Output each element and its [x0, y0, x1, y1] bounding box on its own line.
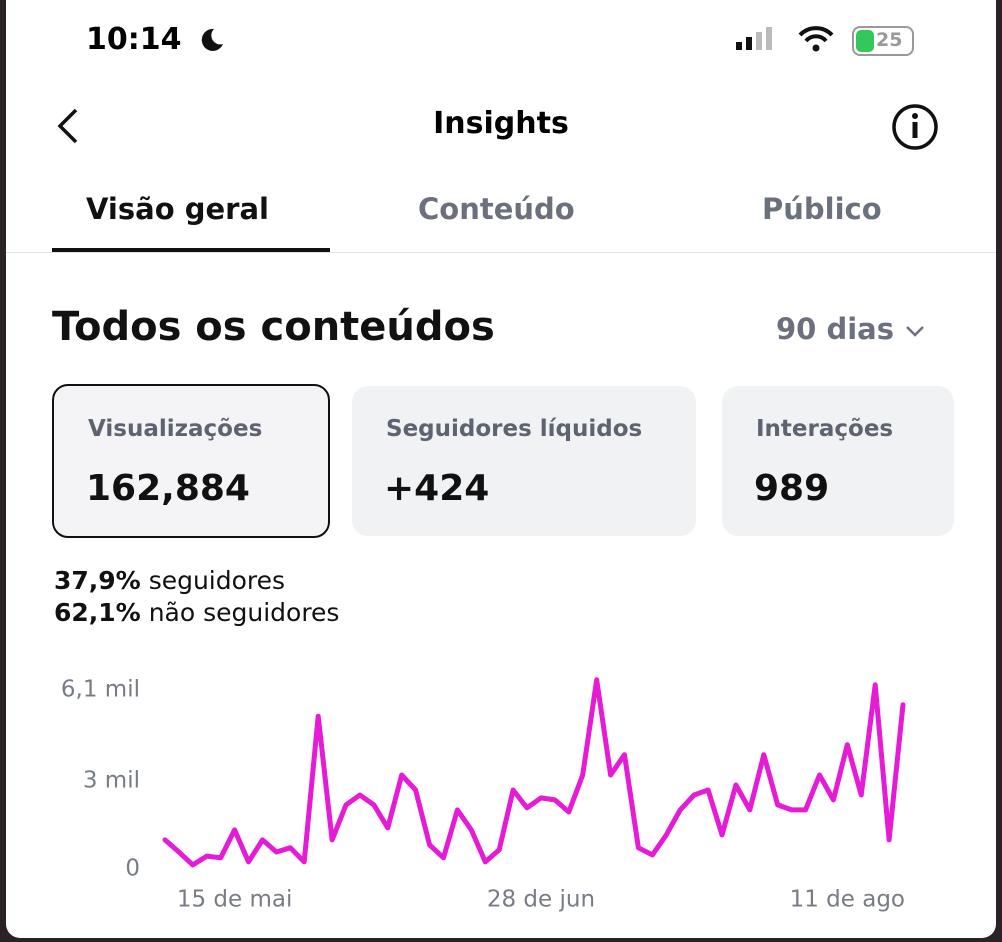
breakdown-label: seguidores	[148, 566, 286, 595]
card-value: 989	[754, 468, 830, 509]
wifi-icon	[798, 26, 834, 52]
battery-icon: 25	[852, 26, 914, 56]
breakdown-line: 37,9% seguidores	[54, 566, 285, 595]
y-tick-label: 0	[125, 856, 140, 882]
card-label: Visualizações	[88, 416, 263, 442]
tab-underline	[52, 248, 330, 252]
card-value: 162,884	[86, 468, 250, 509]
x-tick-label: 11 de ago	[790, 887, 905, 913]
line-chart: 0 3 mil 6,1 mil 15 de mai 28 de jun 11 de ago	[61, 676, 906, 913]
info-button[interactable]	[890, 102, 940, 152]
signal-icon	[736, 27, 772, 50]
card-label: Seguidores líquidos	[386, 416, 643, 442]
tab-divider	[6, 252, 996, 253]
breakdown-percent: 62,1%	[54, 598, 141, 627]
x-tick-label: 28 de jun	[487, 887, 595, 913]
metric-card[interactable]: Visualizações 162,884	[52, 384, 330, 538]
metric-card[interactable]: Seguidores líquidos +424	[352, 386, 696, 536]
tab-audience[interactable]: Público	[762, 192, 882, 226]
phone-screen: 10:14 25 Insights Visão geral Conteúdo P…	[6, 0, 996, 938]
period-selector[interactable]: 90 dias	[776, 312, 926, 346]
chevron-icon	[906, 326, 924, 337]
back-button[interactable]	[50, 104, 90, 148]
breakdown-label: não seguidores	[148, 598, 340, 627]
battery-level	[856, 30, 874, 52]
y-tick-label: 3 mil	[83, 767, 140, 793]
breakdown-line: 62,1% não seguidores	[54, 598, 339, 627]
tab-overview[interactable]: Visão geral	[86, 192, 269, 226]
card-value: +424	[384, 468, 490, 509]
data-line	[162, 677, 906, 868]
header-title: Insights	[433, 106, 569, 141]
y-tick-label: 6,1 mil	[61, 676, 140, 702]
breakdown-percent: 37,9%	[54, 566, 141, 595]
card-label: Interações	[756, 416, 894, 442]
status-time: 10:14	[86, 22, 182, 57]
x-tick-label: 15 de mai	[177, 887, 293, 913]
tab-content[interactable]: Conteúdo	[418, 192, 575, 226]
metric-card[interactable]: Interações 989	[722, 386, 954, 536]
moon-icon	[201, 28, 223, 51]
period-text: 90 dias	[776, 312, 894, 346]
section-title: Todos os conteúdos	[52, 304, 495, 350]
battery-text: 25	[876, 29, 903, 51]
